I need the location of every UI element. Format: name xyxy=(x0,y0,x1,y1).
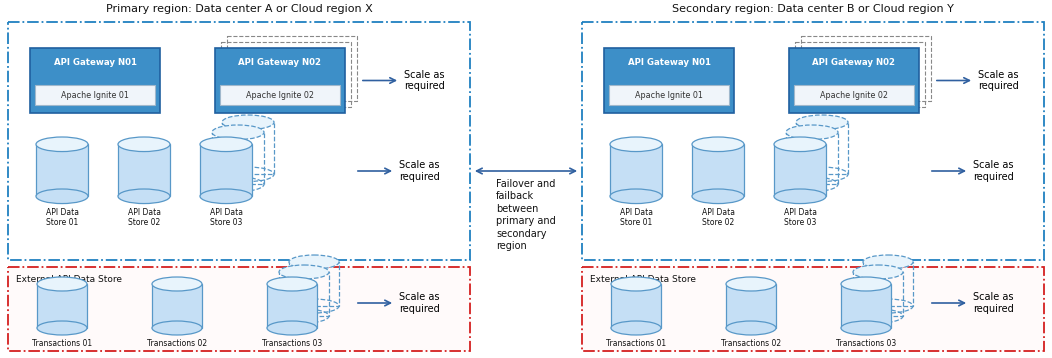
Bar xyxy=(289,262,339,306)
Text: Transactions 03: Transactions 03 xyxy=(836,339,896,348)
Ellipse shape xyxy=(279,265,329,279)
Text: Transactions 03: Transactions 03 xyxy=(262,339,322,348)
Bar xyxy=(31,48,160,113)
Bar xyxy=(610,144,662,196)
Bar xyxy=(582,267,1044,351)
Text: Secondary region: Data center B or Cloud region Y: Secondary region: Data center B or Cloud… xyxy=(672,4,954,14)
Ellipse shape xyxy=(267,277,317,291)
Ellipse shape xyxy=(774,189,826,204)
Text: Transactions 02: Transactions 02 xyxy=(721,339,781,348)
Bar xyxy=(35,85,155,105)
Text: External API Data Store: External API Data Store xyxy=(590,275,696,284)
Text: API Data
Store 03: API Data Store 03 xyxy=(209,208,243,227)
Ellipse shape xyxy=(213,125,264,140)
Text: API Data
Store 02: API Data Store 02 xyxy=(702,208,734,227)
Text: API Data
Store 03: API Data Store 03 xyxy=(784,208,816,227)
Ellipse shape xyxy=(151,321,202,335)
Ellipse shape xyxy=(118,189,170,204)
Text: Transactions 02: Transactions 02 xyxy=(147,339,207,348)
Bar xyxy=(789,48,919,113)
Ellipse shape xyxy=(774,137,826,151)
Text: Scale as
required: Scale as required xyxy=(399,160,440,182)
Bar xyxy=(151,284,202,328)
Text: Scale as
required: Scale as required xyxy=(973,292,1014,314)
Ellipse shape xyxy=(37,277,87,291)
Ellipse shape xyxy=(200,189,252,204)
Ellipse shape xyxy=(863,255,913,269)
Bar xyxy=(863,262,913,306)
Text: API Data
Store 01: API Data Store 01 xyxy=(45,208,79,227)
Ellipse shape xyxy=(692,137,744,151)
Text: Apache Ignite 01: Apache Ignite 01 xyxy=(635,91,703,100)
Ellipse shape xyxy=(151,277,202,291)
Bar xyxy=(609,85,729,105)
Bar xyxy=(213,132,264,184)
Text: API Gateway N02: API Gateway N02 xyxy=(239,58,322,67)
Bar xyxy=(841,284,891,328)
Ellipse shape xyxy=(796,115,848,130)
Ellipse shape xyxy=(853,265,903,279)
Ellipse shape xyxy=(841,277,891,291)
Bar xyxy=(853,272,903,316)
Ellipse shape xyxy=(289,255,339,269)
Text: Failover and
failback
between
primary and
secondary
region: Failover and failback between primary an… xyxy=(497,179,555,251)
Text: External API Data Store: External API Data Store xyxy=(16,275,122,284)
Text: Apache Ignite 01: Apache Ignite 01 xyxy=(61,91,129,100)
Bar xyxy=(795,42,925,107)
Ellipse shape xyxy=(611,277,661,291)
Bar xyxy=(726,284,776,328)
Text: Scale as
required: Scale as required xyxy=(399,292,440,314)
Bar xyxy=(222,122,274,174)
Ellipse shape xyxy=(222,115,274,130)
Text: Transactions 01: Transactions 01 xyxy=(32,339,93,348)
Ellipse shape xyxy=(841,321,891,335)
Ellipse shape xyxy=(118,137,170,151)
Bar xyxy=(220,85,340,105)
Bar xyxy=(582,22,1044,260)
Bar xyxy=(118,144,170,196)
Text: API Gateway N01: API Gateway N01 xyxy=(627,58,710,67)
Text: Primary region: Data center A or Cloud region X: Primary region: Data center A or Cloud r… xyxy=(105,4,372,14)
Bar xyxy=(200,144,252,196)
Text: API Gateway N02: API Gateway N02 xyxy=(812,58,895,67)
Bar xyxy=(227,36,357,101)
Ellipse shape xyxy=(611,321,661,335)
Text: API Data
Store 02: API Data Store 02 xyxy=(127,208,161,227)
Ellipse shape xyxy=(36,189,88,204)
Bar xyxy=(221,42,351,107)
Bar xyxy=(786,132,838,184)
Bar xyxy=(604,48,734,113)
Bar xyxy=(37,284,87,328)
Text: Scale as
required: Scale as required xyxy=(978,70,1018,91)
Ellipse shape xyxy=(726,277,776,291)
Bar xyxy=(215,48,345,113)
Text: Apache Ignite 02: Apache Ignite 02 xyxy=(820,91,888,100)
Text: API Gateway N01: API Gateway N01 xyxy=(54,58,137,67)
Ellipse shape xyxy=(726,321,776,335)
Bar xyxy=(279,272,329,316)
Bar xyxy=(611,284,661,328)
Bar xyxy=(774,144,826,196)
Bar xyxy=(267,284,317,328)
Ellipse shape xyxy=(692,189,744,204)
Bar xyxy=(8,267,470,351)
Text: Transactions 01: Transactions 01 xyxy=(606,339,666,348)
Ellipse shape xyxy=(610,189,662,204)
Bar xyxy=(794,85,914,105)
Text: API Data
Store 01: API Data Store 01 xyxy=(620,208,652,227)
Text: Scale as
required: Scale as required xyxy=(973,160,1014,182)
Text: Apache Ignite 02: Apache Ignite 02 xyxy=(246,91,313,100)
Ellipse shape xyxy=(200,137,252,151)
Ellipse shape xyxy=(37,321,87,335)
Bar xyxy=(8,22,470,260)
Ellipse shape xyxy=(610,137,662,151)
Text: Scale as
required: Scale as required xyxy=(404,70,445,91)
Bar xyxy=(796,122,848,174)
Ellipse shape xyxy=(786,125,838,140)
Ellipse shape xyxy=(267,321,317,335)
Bar xyxy=(801,36,931,101)
Ellipse shape xyxy=(36,137,88,151)
Bar xyxy=(36,144,88,196)
Bar xyxy=(692,144,744,196)
